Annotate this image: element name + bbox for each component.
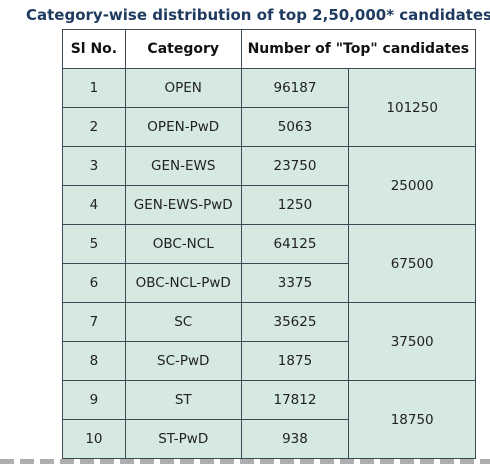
table-row: 4 GEN-EWS-PwD 1250	[62, 185, 476, 225]
count-cell: 5063	[240, 107, 350, 147]
header-sl-no: Sl No.	[62, 29, 126, 69]
count-cell: 17812	[240, 380, 350, 420]
sl-no-cell: 7	[62, 302, 126, 342]
table-row: 7 SC 35625 37500	[62, 302, 476, 381]
category-cell: SC	[124, 302, 242, 342]
distribution-table: Sl No. Category Number of "Top" candidat…	[62, 29, 477, 459]
group-total-cell: 101250	[348, 68, 476, 147]
category-cell: OBC-NCL-PwD	[124, 263, 242, 303]
category-cell: ST	[124, 380, 242, 420]
group-total-cell: 18750	[348, 380, 476, 459]
table-row: 2 OPEN-PwD 5063	[62, 107, 476, 147]
table-heading: Category-wise distribution of top 2,50,0…	[26, 6, 490, 24]
table-row: 1 OPEN 96187 101250	[62, 68, 476, 147]
sl-no-cell: 10	[62, 419, 126, 459]
count-cell: 1250	[240, 185, 350, 225]
sl-no-cell: 6	[62, 263, 126, 303]
group-total-cell: 67500	[348, 224, 476, 303]
count-cell: 23750	[240, 146, 350, 186]
category-cell: GEN-EWS-PwD	[124, 185, 242, 225]
sl-no-cell: 8	[62, 341, 126, 381]
header-top-candidates: Number of "Top" candidates	[240, 29, 477, 69]
category-cell: OPEN-PwD	[124, 107, 242, 147]
count-cell: 35625	[240, 302, 350, 342]
table-row: 9 ST 17812 18750	[62, 380, 476, 459]
sl-no-cell: 5	[62, 224, 126, 264]
count-cell: 64125	[240, 224, 350, 264]
sl-no-cell: 2	[62, 107, 126, 147]
header-row: Sl No. Category Number of "Top" candidat…	[62, 29, 477, 69]
table-row: 3 GEN-EWS 23750 25000	[62, 146, 476, 225]
group-total-cell: 37500	[348, 302, 476, 381]
count-cell: 1875	[240, 341, 350, 381]
table-row: 8 SC-PwD 1875	[62, 341, 476, 381]
category-cell: OPEN	[124, 68, 242, 108]
sl-no-cell: 1	[62, 68, 126, 108]
sl-no-cell: 3	[62, 146, 126, 186]
group-total-cell: 25000	[348, 146, 476, 225]
sl-no-cell: 4	[62, 185, 126, 225]
table-row: 6 OBC-NCL-PwD 3375	[62, 263, 476, 303]
header-category: Category	[124, 29, 242, 69]
count-cell: 3375	[240, 263, 350, 303]
category-cell: ST-PwD	[124, 419, 242, 459]
table-row: 10 ST-PwD 938	[62, 419, 476, 459]
truncated-text-line	[0, 459, 490, 464]
category-cell: SC-PwD	[124, 341, 242, 381]
table-row: 5 OBC-NCL 64125 67500	[62, 224, 476, 303]
sl-no-cell: 9	[62, 380, 126, 420]
count-cell: 96187	[240, 68, 350, 108]
category-cell: GEN-EWS	[124, 146, 242, 186]
count-cell: 938	[240, 419, 350, 459]
category-cell: OBC-NCL	[124, 224, 242, 264]
